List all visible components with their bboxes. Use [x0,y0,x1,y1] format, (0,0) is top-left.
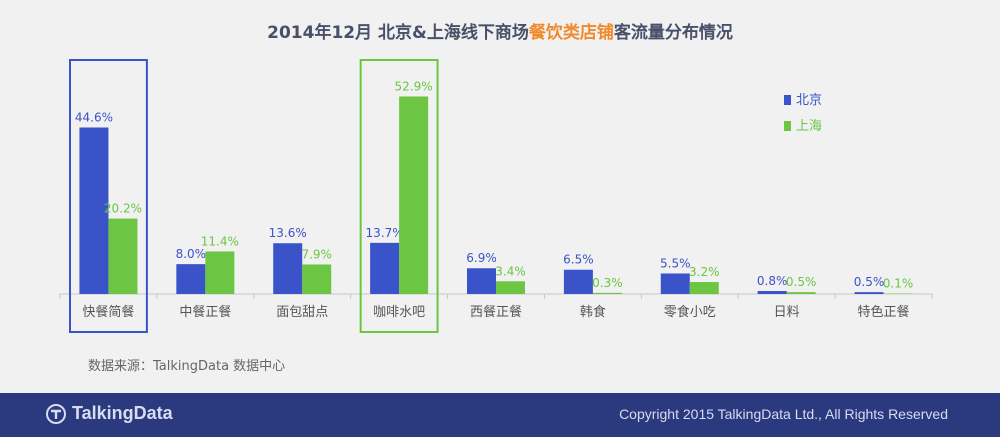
title-highlight: 餐饮类店铺 [528,23,614,43]
data-label-shanghai: 3.4% [495,264,526,278]
bar-beijing [854,292,884,294]
bar-beijing [370,242,400,294]
bar-shanghai [205,251,235,294]
legend-swatch-beijing [784,95,791,105]
category-label: 咖啡水吧 [373,305,425,320]
data-label-beijing: 5.5% [660,256,691,270]
title-part1: 2014年12月 北京&上海线下商场 [267,23,529,43]
brand-name: TalkingData [72,403,173,423]
bar-beijing [467,268,496,294]
data-label-shanghai: 52.9% [395,80,433,94]
data-label-beijing: 13.7% [366,226,404,240]
title-part2: 客流量分布情况 [613,23,733,43]
category-label: 快餐简餐 [82,304,134,320]
data-label-shanghai: 0.5% [786,275,817,289]
category-label: 中餐正餐 [179,304,231,320]
legend-label-shanghai: 上海 [796,119,822,134]
bar-shanghai [108,218,138,294]
highlight-box [359,59,439,333]
category-label: 零食小吃 [664,304,716,320]
data-label-beijing: 13.6% [269,226,307,240]
bar-chart: 44.6% 20.2% 快餐简餐 8.0%11.4% 中餐正餐 13.6% 7.9% 面包甜点… [59,59,933,333]
bar-beijing [273,243,303,294]
data-label-beijing: 6.9% [466,251,497,265]
category-label: 面包甜点 [276,304,328,320]
data-label-beijing: 44.6% [75,110,113,124]
bar-beijing [563,269,593,294]
talkingdata-logo-icon [46,403,66,424]
category-label: 特色正餐 [858,304,910,320]
legend-swatch-shanghai [784,121,791,131]
data-label-shanghai: 7.9% [301,248,332,262]
data-label-shanghai: 0.3% [592,276,623,290]
bar-beijing [757,291,787,294]
data-label-shanghai: 3.2% [689,265,720,279]
footer-bar: TalkingData Copyright 2015 TalkingData L… [0,393,1000,437]
data-label-beijing: 8.0% [176,247,207,261]
data-label-shanghai: 11.4% [201,234,239,248]
category-label: 西餐正餐 [470,304,522,320]
data-label-beijing: 0.8% [757,274,788,288]
bar-shanghai [399,96,429,294]
bar-shanghai [302,264,332,294]
bar-beijing [660,273,690,294]
data-label-beijing: 0.5% [854,275,885,289]
data-source-note: 数据来源：TalkingData 数据中心 [88,359,286,374]
bar-shanghai [786,292,816,294]
bar-shanghai [689,282,719,294]
legend-label-beijing: 北京 [796,93,822,108]
category-label: 日料 [774,305,800,320]
data-label-shanghai: 0.1% [883,277,914,291]
bar-beijing [79,127,109,294]
chart-title: 2014年12月 北京&上海线下商场餐饮类店铺客流量分布情况 [0,18,1000,43]
bar-shanghai [592,292,622,294]
bar-beijing [176,264,206,294]
brand-logo: TalkingData [46,403,173,424]
category-label: 韩食 [580,304,606,320]
highlight-box [69,59,148,333]
data-label-shanghai: 20.2% [104,202,142,216]
copyright-text: Copyright 2015 TalkingData Ltd., All Rig… [619,406,948,422]
data-label-beijing: 6.5% [563,253,594,267]
bar-shanghai [496,281,525,294]
